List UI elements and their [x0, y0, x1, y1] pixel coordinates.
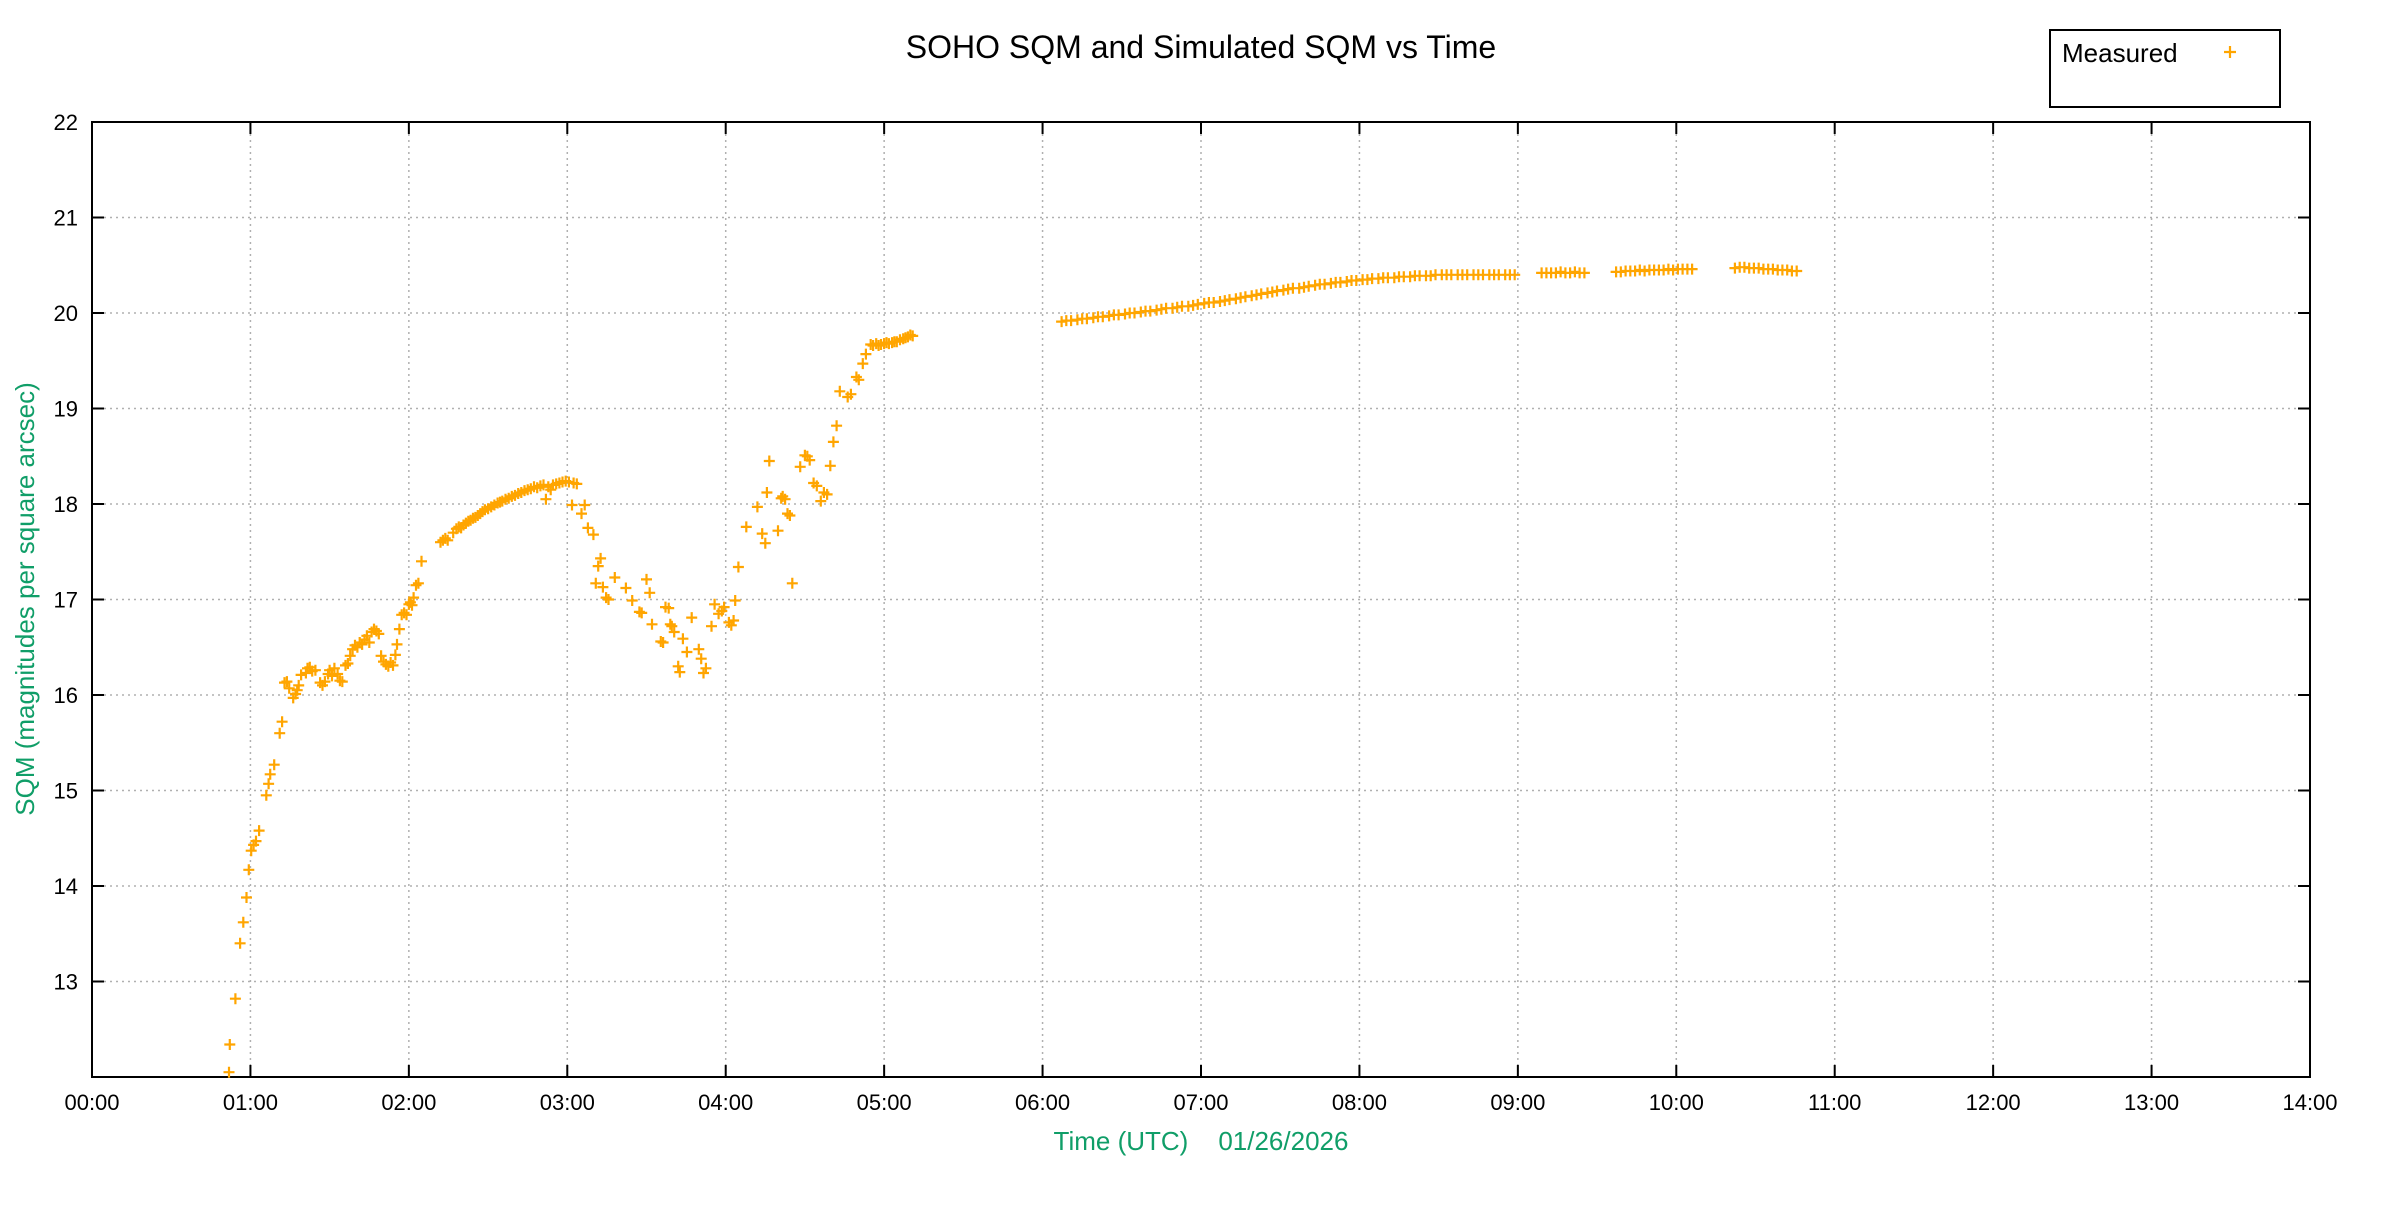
x-tick-label: 00:00 [64, 1090, 119, 1115]
y-tick-label: 14 [54, 874, 78, 899]
x-tick-label: 13:00 [2124, 1090, 2179, 1115]
x-tick-label: 06:00 [1015, 1090, 1070, 1115]
gridlines [92, 122, 2310, 1077]
plus-icon [2224, 46, 2236, 58]
y-tick-label: 13 [54, 970, 78, 995]
y-tick-label: 21 [54, 206, 78, 231]
x-tick-label: 11:00 [1808, 1090, 1861, 1115]
series-measured [223, 261, 1803, 1078]
x-axis-label-date: 01/26/2026 [1218, 1126, 1348, 1156]
x-tick-labels: 00:00 01:00 02:00 03:00 04:00 05:00 06:00 07:00… [64, 1090, 2337, 1115]
x-tick-label: 05:00 [857, 1090, 912, 1115]
y-tick-label: 15 [54, 779, 78, 804]
axis-ticks [91, 121, 2311, 1077]
y-tick-label: 22 [54, 110, 78, 135]
y-tick-label: 16 [54, 683, 78, 708]
x-tick-label: 08:00 [1332, 1090, 1387, 1115]
legend-box [2049, 29, 2281, 108]
x-axis-label-text: Time (UTC) [1054, 1126, 1189, 1156]
y-tick-label: 20 [54, 301, 78, 326]
y-tick-labels: 13 14 15 16 17 18 19 20 21 22 [54, 110, 78, 995]
chart-title: SOHO SQM and Simulated SQM vs Time [906, 29, 1496, 65]
x-tick-label: 01:00 [223, 1090, 278, 1115]
y-tick-label: 18 [54, 492, 78, 517]
data-points-measured [223, 261, 1803, 1078]
y-tick-label: 19 [54, 397, 78, 422]
plot-border [91, 121, 2311, 1078]
legend: Measured [2049, 29, 2281, 108]
x-tick-label: 03:00 [540, 1090, 595, 1115]
x-tick-label: 04:00 [698, 1090, 753, 1115]
x-tick-label: 02:00 [381, 1090, 436, 1115]
x-axis-label: Time (UTC) 01/26/2026 [1054, 1126, 1349, 1156]
x-tick-label: 10:00 [1649, 1090, 1704, 1115]
x-tick-label: 14:00 [2282, 1090, 2337, 1115]
y-axis-label: SQM (magnitudes per square arcsec) [10, 382, 40, 816]
x-tick-label: 12:00 [1966, 1090, 2021, 1115]
x-tick-label: 07:00 [1173, 1090, 1228, 1115]
x-tick-label: 09:00 [1490, 1090, 1545, 1115]
y-tick-label: 17 [54, 588, 78, 613]
legend-label-measured: Measured [2062, 38, 2178, 68]
